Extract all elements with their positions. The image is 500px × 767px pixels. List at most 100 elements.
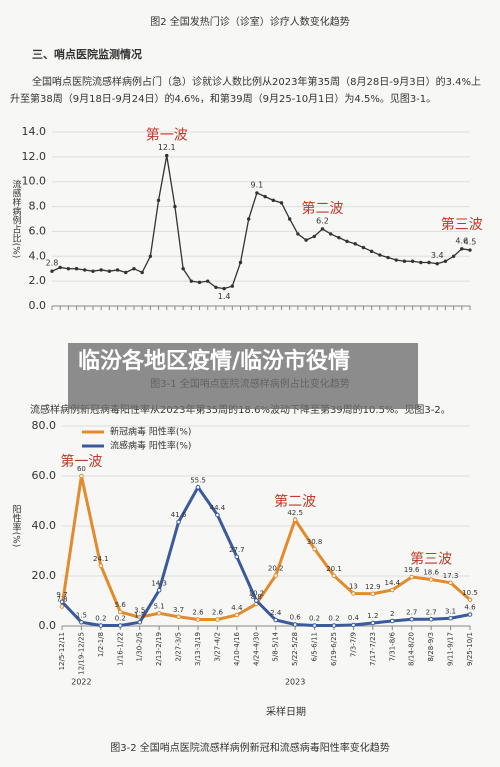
- x-tick-label: 7/3-7/9: [349, 632, 357, 657]
- data-label: 5.6: [115, 601, 127, 609]
- y-tick-label: 40.0: [32, 519, 57, 532]
- point: [206, 279, 210, 283]
- point: [351, 591, 356, 596]
- point: [273, 617, 279, 623]
- point: [189, 279, 194, 283]
- x-tick-label: 3/13-3/19: [194, 632, 202, 666]
- point: [435, 262, 439, 266]
- data-label: 0.4: [348, 614, 360, 622]
- point: [428, 616, 434, 622]
- point: [74, 267, 79, 271]
- data-label: 3.7: [173, 606, 184, 614]
- point: [66, 267, 71, 271]
- x-tick-label: 9/11-9/17: [447, 632, 455, 666]
- point: [370, 591, 376, 597]
- point: [176, 519, 181, 525]
- series-line: [60, 484, 471, 627]
- point: [230, 284, 235, 288]
- data-label: 4.6: [455, 236, 468, 245]
- data-label: 14.4: [384, 579, 400, 587]
- y-tick-label: 60.0: [32, 469, 57, 482]
- x-tick-label: 2/13-2/19: [155, 632, 163, 666]
- point: [79, 619, 84, 625]
- point: [287, 217, 292, 221]
- data-label: 9.7: [56, 591, 67, 599]
- x-tick-label: 7/31-8/6: [388, 631, 396, 661]
- data-label: 2.6: [212, 609, 224, 617]
- caption: 图3-2 全国哨点医院流感样病例新冠和流感病毒阳性率变化趋势: [110, 743, 390, 754]
- point: [98, 563, 104, 569]
- point: [140, 270, 144, 275]
- point: [402, 259, 407, 263]
- point: [107, 269, 112, 273]
- point: [59, 604, 65, 609]
- point: [386, 255, 390, 260]
- point: [247, 217, 251, 221]
- data-label: 0.2: [115, 615, 126, 623]
- x-tick-label: 8/28-9/3: [427, 632, 435, 662]
- data-label: 2.7: [406, 608, 417, 616]
- data-label: 0.2: [309, 615, 320, 623]
- data-label: 4.4: [231, 604, 243, 612]
- data-label: 2: [390, 610, 394, 618]
- x-tick-label: 1/30-2/5: [136, 632, 144, 662]
- point: [304, 238, 308, 242]
- annotation: 第一波: [146, 127, 188, 144]
- data-label: 3.4: [431, 251, 444, 260]
- data-label: 2.4: [270, 609, 282, 617]
- data-label: 17.3: [443, 572, 459, 580]
- y-tick-label: 6.0: [29, 224, 47, 237]
- point: [255, 191, 259, 195]
- point: [117, 609, 123, 615]
- annotation: 第一波: [60, 453, 102, 470]
- point: [467, 612, 473, 617]
- data-label: 0.2: [95, 615, 106, 623]
- point: [263, 194, 267, 199]
- point: [234, 554, 240, 560]
- point: [59, 599, 65, 605]
- point: [443, 259, 448, 263]
- point: [279, 201, 284, 205]
- y-tick-label: 80.0: [32, 419, 57, 432]
- point: [195, 484, 201, 490]
- point: [292, 622, 298, 627]
- point: [337, 235, 341, 240]
- banner: 临汾各地区疫情/临汾市役情: [68, 343, 418, 409]
- point: [394, 258, 398, 262]
- x-tick-label: 8/14-8/20: [408, 632, 416, 666]
- x-tick-label: 4/24-4/30: [252, 632, 260, 666]
- point: [419, 260, 423, 265]
- annotation: 第三波: [410, 551, 452, 568]
- point: [331, 623, 337, 628]
- data-label: 3.1: [445, 607, 456, 615]
- point: [132, 267, 136, 271]
- point: [467, 597, 473, 603]
- point: [79, 473, 84, 479]
- x-tick-label: 3/27-4/2: [213, 632, 221, 662]
- x-tick-label: 1/2-1/8: [97, 632, 105, 657]
- point: [156, 198, 161, 203]
- point: [50, 269, 54, 273]
- point: [292, 517, 298, 523]
- point: [214, 285, 218, 290]
- y-tick-label: 2.0: [29, 274, 47, 287]
- point: [165, 153, 169, 158]
- point: [427, 260, 431, 265]
- point: [460, 247, 464, 251]
- point: [124, 270, 128, 275]
- y-tick-label: 20.0: [32, 569, 57, 582]
- point: [468, 248, 472, 252]
- x-axis-label: 采样日期: [266, 705, 306, 718]
- section-title: 三、哨点医院监测情况: [32, 48, 142, 61]
- paragraph: 流感样病例新冠病毒阳性率从2023年第35周的18.6%波动下降至第39周的10…: [30, 405, 451, 416]
- data-label: 60: [77, 465, 86, 473]
- point: [428, 577, 434, 582]
- x-tick-label: 6/5-6/11: [311, 632, 319, 662]
- point: [369, 249, 374, 254]
- point: [451, 254, 456, 258]
- series-line: [60, 475, 471, 621]
- point: [273, 573, 279, 578]
- data-label: 13: [349, 583, 358, 591]
- point: [389, 618, 395, 624]
